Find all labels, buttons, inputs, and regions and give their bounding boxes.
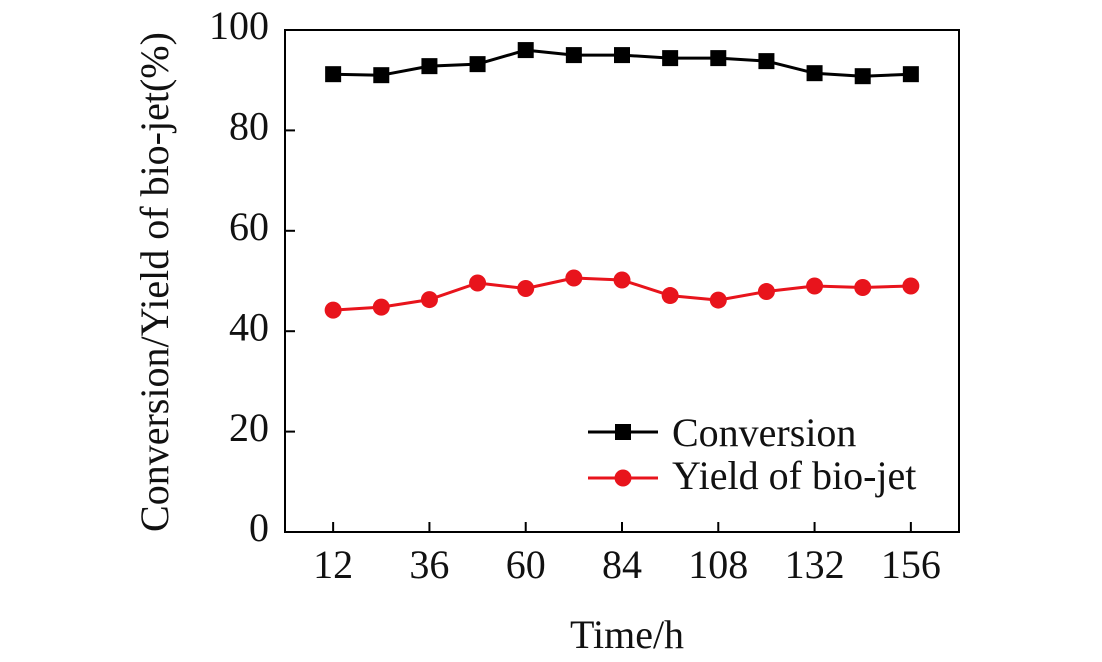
y-tick-label-20: 20 xyxy=(229,405,269,450)
data-point-yield-of-bio-jet-60 xyxy=(517,280,535,298)
data-point-yield-of-bio-jet-36 xyxy=(420,291,438,309)
y-tick-label-0: 0 xyxy=(249,505,269,550)
data-point-conversion-108 xyxy=(710,50,727,67)
legend: Conversion Yield of bio-jet xyxy=(588,410,916,498)
data-point-yield-of-bio-jet-96 xyxy=(661,287,679,305)
y-tick-label-40: 40 xyxy=(229,304,269,349)
legend-label-conversion: Conversion xyxy=(672,410,856,455)
y-tick-label-100: 100 xyxy=(209,3,269,48)
data-point-conversion-132 xyxy=(806,65,823,82)
data-point-yield-of-bio-jet-84 xyxy=(613,271,631,289)
data-point-conversion-72 xyxy=(565,47,582,64)
x-axis-label: Time/h xyxy=(570,612,684,657)
data-point-conversion-60 xyxy=(517,42,534,59)
x-tick-label-108: 108 xyxy=(688,542,748,587)
x-axis: 12 36 60 84 108 132 156 xyxy=(313,522,941,587)
legend-marker-conversion xyxy=(615,424,631,440)
data-point-yield-of-bio-jet-144 xyxy=(854,279,872,297)
data-point-yield-of-bio-jet-120 xyxy=(757,283,775,301)
data-point-yield-of-bio-jet-72 xyxy=(565,269,583,287)
data-point-conversion-48 xyxy=(469,56,486,73)
x-tick-label-156: 156 xyxy=(881,542,941,587)
y-axis-label: Conversion/Yield of bio-jet(%) xyxy=(132,32,177,532)
data-point-yield-of-bio-jet-24 xyxy=(372,298,390,316)
data-point-conversion-144 xyxy=(854,68,871,85)
data-point-conversion-12 xyxy=(325,66,342,83)
data-point-conversion-96 xyxy=(662,50,679,67)
data-point-yield-of-bio-jet-108 xyxy=(709,291,727,309)
legend-label-yield: Yield of bio-jet xyxy=(672,453,916,498)
data-point-yield-of-bio-jet-156 xyxy=(902,277,920,295)
data-point-conversion-84 xyxy=(614,47,630,64)
y-tick-label-80: 80 xyxy=(229,104,269,149)
legend-marker-yield xyxy=(614,469,632,487)
x-tick-label-84: 84 xyxy=(602,542,642,587)
data-point-yield-of-bio-jet-132 xyxy=(806,277,824,295)
x-tick-label-12: 12 xyxy=(313,542,353,587)
y-tick-label-60: 60 xyxy=(229,204,269,249)
x-tick-label-60: 60 xyxy=(506,542,546,587)
data-point-yield-of-bio-jet-12 xyxy=(324,301,342,319)
x-tick-label-36: 36 xyxy=(409,542,449,587)
data-point-conversion-120 xyxy=(758,53,775,70)
data-point-conversion-24 xyxy=(373,67,390,84)
x-tick-label-132: 132 xyxy=(785,542,845,587)
data-point-conversion-36 xyxy=(421,58,438,75)
series-layer xyxy=(324,42,920,319)
y-axis: 0 20 40 60 80 100 xyxy=(209,3,295,550)
data-point-conversion-156 xyxy=(902,66,919,83)
data-point-yield-of-bio-jet-48 xyxy=(469,274,487,292)
